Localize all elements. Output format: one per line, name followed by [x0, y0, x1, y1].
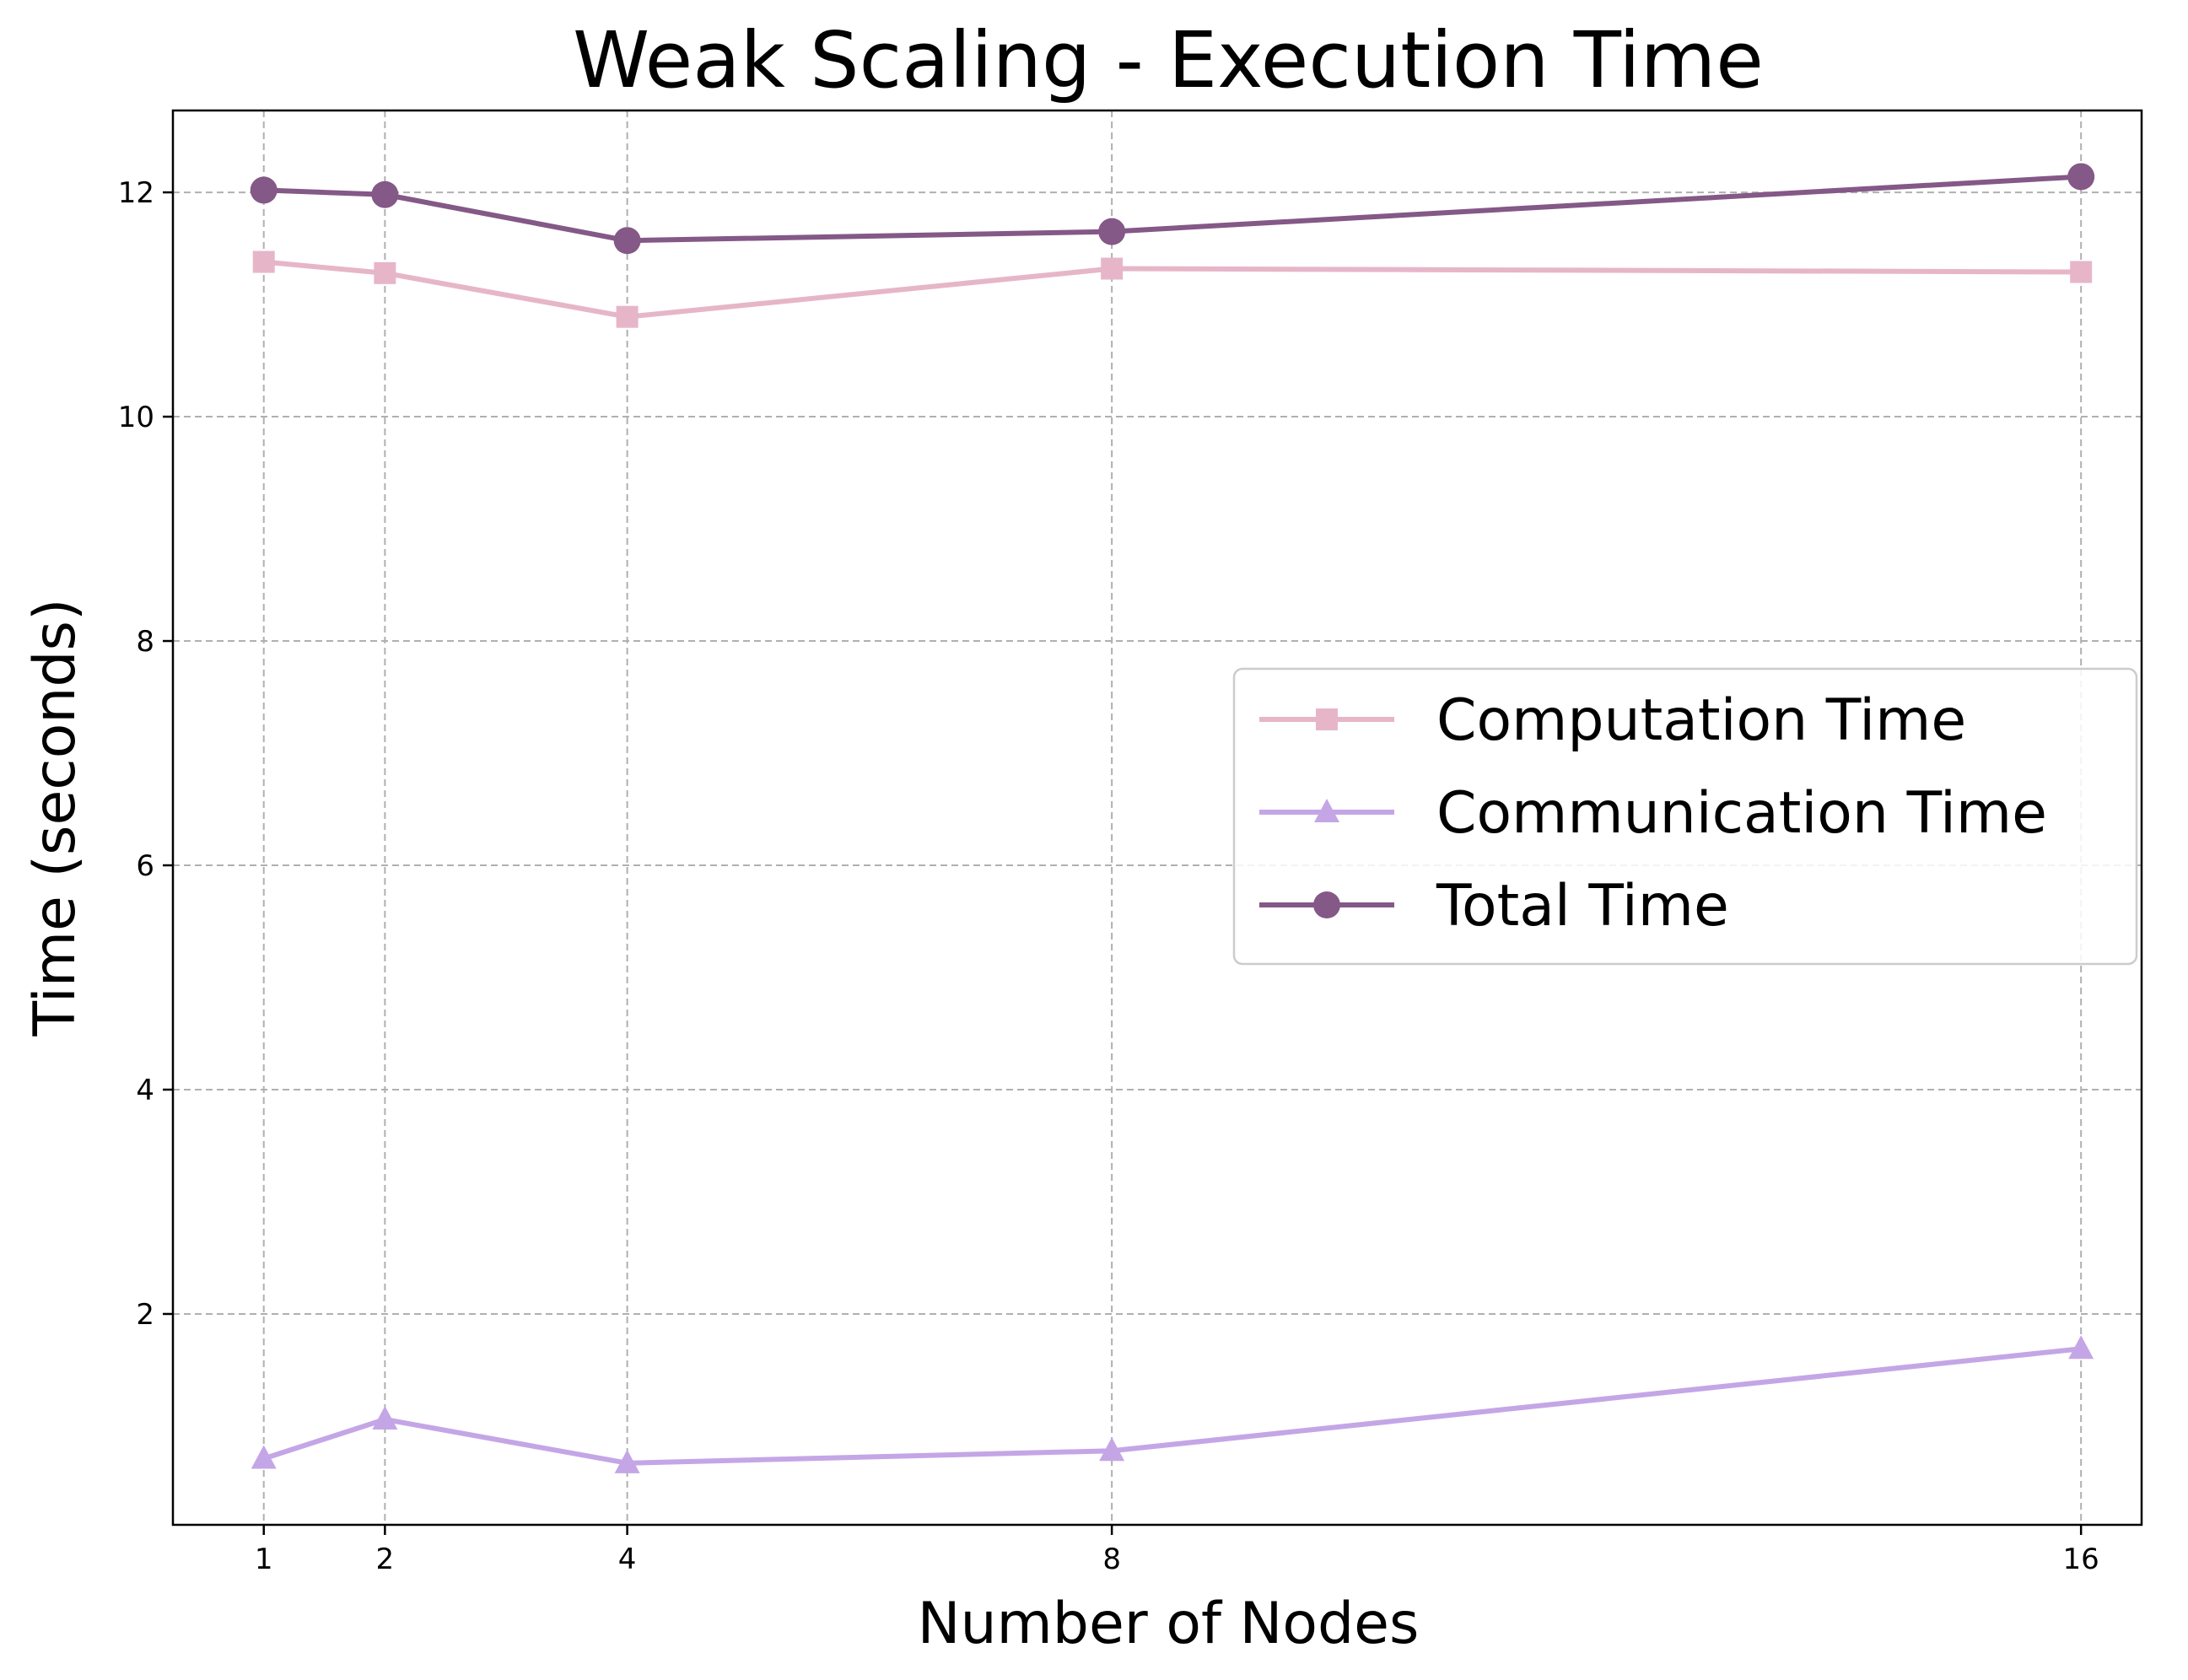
legend-label: Computation Time: [1436, 687, 1966, 754]
y-tick-label: 2: [136, 1298, 154, 1332]
legend-marker: [1314, 799, 1339, 822]
legend-label: Total Time: [1436, 873, 1729, 940]
y-tick-label: 6: [136, 849, 154, 883]
legend-marker: [1316, 708, 1338, 730]
y-tick-label: 8: [136, 625, 154, 659]
total-time-point: [371, 180, 399, 208]
legend-box: [1232, 667, 2138, 966]
communication-time-point: [614, 1449, 640, 1473]
x-tick-label: 8: [1102, 1543, 1121, 1576]
legend-item-computation-time: Computation Time: [1259, 687, 1966, 754]
total-time-point: [250, 176, 278, 204]
legend-item-communication-time: Communication Time: [1259, 780, 2047, 847]
chart-title: Weak Scaling - Execution Time: [573, 15, 1764, 105]
x-tick-label: 4: [618, 1543, 637, 1576]
y-tick-label: 10: [118, 401, 154, 434]
computation-time-point: [1101, 257, 1124, 280]
computation-time-point: [252, 250, 275, 273]
x-tick-label: 16: [2063, 1543, 2099, 1576]
legend: Computation Time Communication Time Total …: [1232, 667, 2138, 966]
y-tick-label: 4: [136, 1074, 154, 1107]
x-tick-label: 1: [255, 1543, 273, 1576]
series-total-time: [250, 163, 2095, 255]
y-tick-label: 12: [118, 176, 154, 210]
total-time-line: [263, 174, 2082, 244]
communication-time-point: [251, 1445, 277, 1469]
communication-time-point: [372, 1405, 398, 1430]
x-tick-label: 2: [376, 1543, 395, 1576]
y-axis-label: Time (seconds): [22, 598, 89, 1037]
computation-time-point: [2070, 261, 2093, 283]
communication-time-line: [262, 1346, 2082, 1466]
legend-item-total-time: Total Time: [1259, 873, 1729, 940]
total-time-point: [613, 227, 641, 255]
computation-time-line: [263, 259, 2082, 320]
legend-label: Communication Time: [1436, 780, 2047, 847]
total-time-point: [2067, 163, 2095, 191]
x-axis-label: Number of Nodes: [918, 1591, 1420, 1657]
total-time-point: [1098, 218, 1126, 245]
series-communication-time: [251, 1335, 2094, 1473]
series-layer: [250, 163, 2095, 1473]
computation-time-point: [374, 261, 396, 284]
plot-frame: [171, 109, 2143, 1527]
communication-time-point: [2068, 1335, 2094, 1360]
communication-time-point: [1099, 1437, 1125, 1462]
legend-marker: [1313, 891, 1340, 918]
computation-time-point: [616, 305, 639, 328]
series-computation-time: [252, 250, 2093, 328]
